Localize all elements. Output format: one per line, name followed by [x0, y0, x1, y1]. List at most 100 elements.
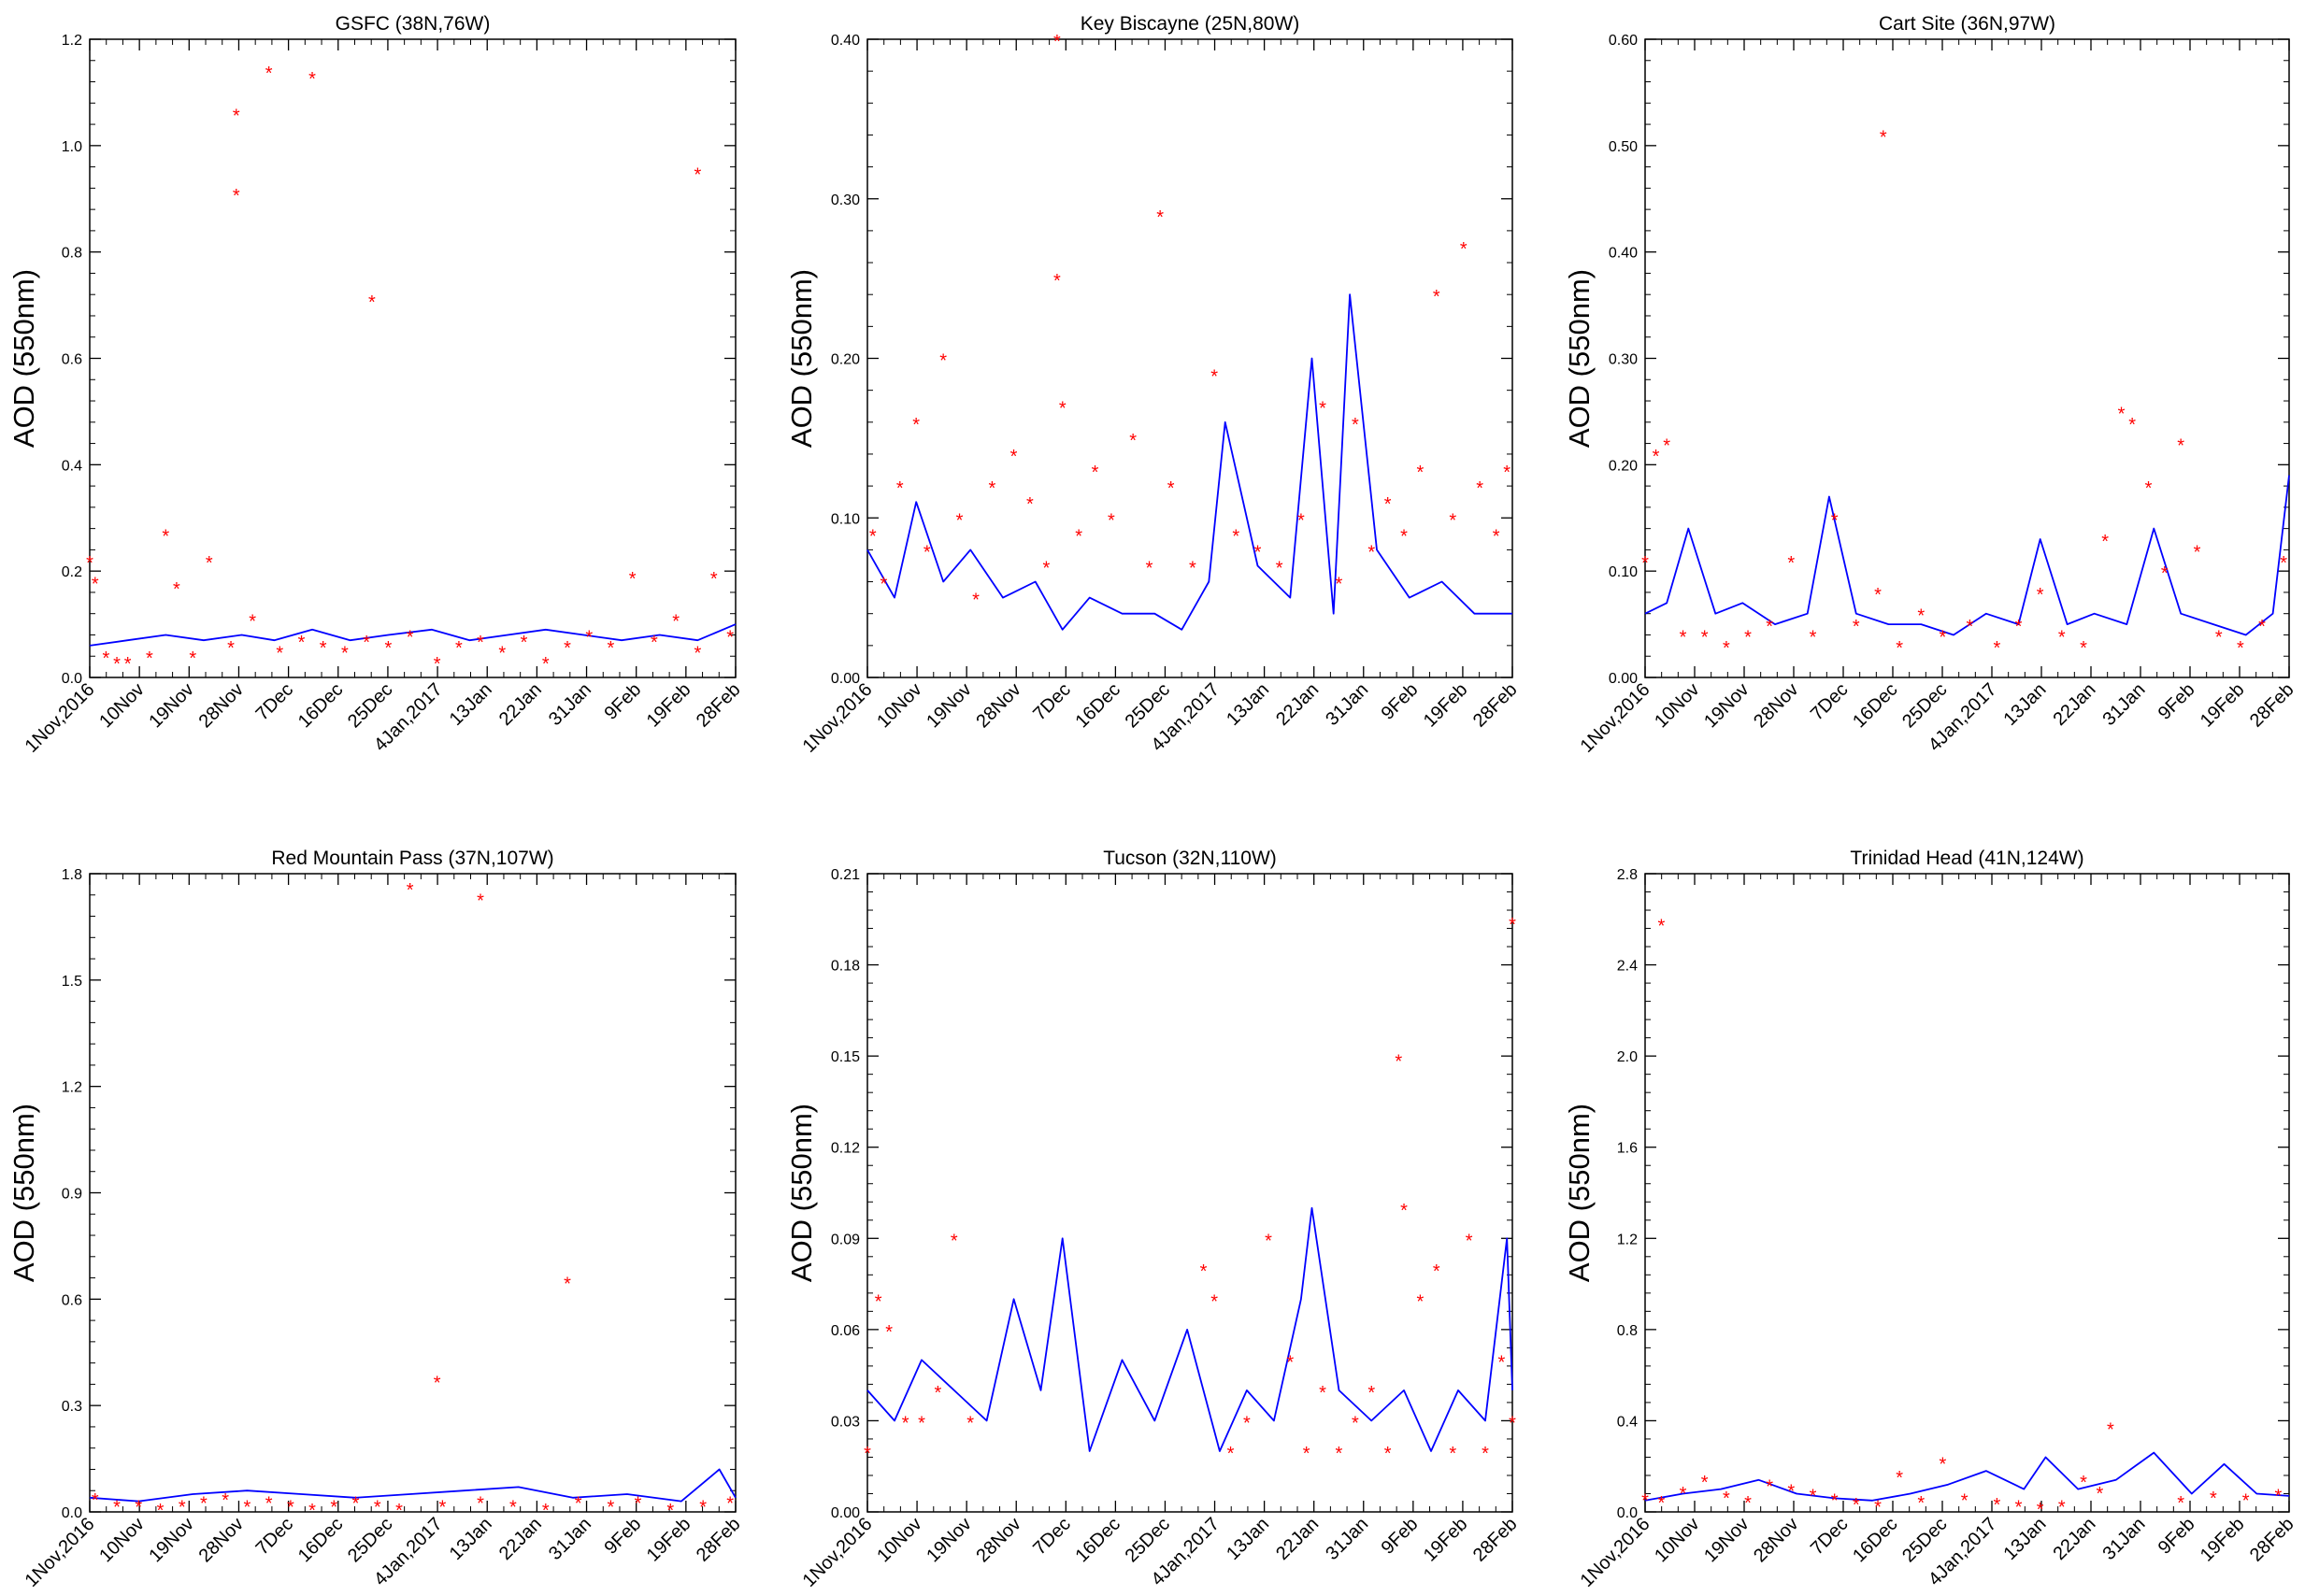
- y-tick-label: 0.20: [831, 352, 860, 368]
- y-tick-label: 1.5: [62, 974, 82, 990]
- x-tick-label: 19Feb: [2197, 1514, 2249, 1566]
- panel-red-mountain-pass: Red Mountain Pass (37N,107W) AOD (550nm) 0…: [7, 848, 745, 1591]
- observation-marker: *: [1940, 627, 1947, 648]
- observation-marker: *: [1896, 638, 1903, 659]
- observation-marker: *: [2177, 436, 2184, 457]
- panel-tucson: Tucson (32N,110W) AOD (550nm) 0.00 0.03 0.06…: [785, 848, 1522, 1591]
- plot-title: Tucson (32N,110W): [1103, 848, 1277, 869]
- observation-marker: *: [869, 526, 877, 547]
- plot-title: GSFC (38N,76W): [336, 13, 491, 35]
- observation-marker: *: [1498, 1352, 1506, 1373]
- observation-marker: *: [320, 638, 327, 659]
- x-tick-label: 19Nov: [145, 679, 197, 732]
- x-tick-label: 22Jan: [495, 1514, 546, 1564]
- observation-marker: *: [287, 1497, 294, 1518]
- observation-marker: *: [923, 542, 931, 563]
- observation-marker: *: [1966, 617, 1973, 637]
- model-aod-line: [89, 1468, 737, 1503]
- plot-frame: [866, 38, 1513, 678]
- observation-marker: *: [1657, 1493, 1665, 1514]
- observation-marker: *: [2242, 1490, 2250, 1511]
- observation-marker: *: [1493, 526, 1500, 547]
- x-tick-label: 13Jan: [1999, 1514, 2050, 1564]
- y-tick-label: 0.2: [62, 564, 82, 580]
- observation-marker: *: [477, 891, 484, 912]
- y-tick-label: 1.6: [1617, 1141, 1638, 1157]
- observation-marker: *: [276, 644, 283, 664]
- y-axis-label: AOD (550nm): [1563, 269, 1596, 448]
- observation-marker: *: [222, 1490, 229, 1511]
- x-tick-label: 28Nov: [195, 1514, 248, 1566]
- y-tick-label: 1.8: [62, 867, 82, 883]
- observation-marker: *: [694, 164, 701, 185]
- observation-marker: *: [243, 1497, 251, 1518]
- observation-marker: *: [1010, 447, 1018, 467]
- y-tick-label: 0.8: [1617, 1323, 1638, 1339]
- observation-marker: *: [233, 107, 240, 127]
- observation-marker: *: [2037, 1500, 2044, 1520]
- observation-marker: *: [1482, 1444, 1489, 1464]
- observation-marker: *: [608, 1497, 615, 1518]
- y-tick-label: 0.3: [62, 1399, 82, 1415]
- observation-marker: *: [477, 633, 484, 653]
- observation-marker: *: [672, 611, 680, 632]
- y-tick-label: 0.21: [831, 867, 860, 883]
- observation-marker: *: [363, 633, 370, 653]
- y-tick-label: 1.2: [1617, 1232, 1638, 1247]
- observation-marker: *: [710, 569, 718, 590]
- observation-marker: *: [1723, 638, 1730, 659]
- observation-marker: *: [1400, 526, 1408, 547]
- observation-marker: *: [1042, 558, 1050, 578]
- y-tick-label: 0.0: [1617, 1505, 1638, 1521]
- y-axis-label: AOD (550nm): [785, 1104, 818, 1282]
- observation-marker: *: [2215, 627, 2223, 648]
- observation-marker: *: [1993, 638, 2000, 659]
- y-tick-label: 0.6: [62, 1292, 82, 1308]
- observation-marker: *: [2177, 1493, 2184, 1514]
- observation-marker: *: [1243, 1413, 1251, 1433]
- x-tick-label: 13Jan: [446, 1514, 496, 1564]
- observation-marker: *: [694, 644, 701, 664]
- observation-marker: *: [1787, 1482, 1795, 1503]
- plot-frame: [89, 873, 737, 1513]
- x-tick-label: 19Feb: [643, 1514, 695, 1566]
- y-tick-label: 0.9: [62, 1187, 82, 1203]
- observation-marker: *: [2015, 617, 2023, 637]
- observation-marker: *: [509, 1497, 517, 1518]
- x-tick-label: 28Feb: [693, 1514, 745, 1566]
- observation-marker: *: [1680, 1484, 1687, 1504]
- y-tick-label: 1.0: [62, 139, 82, 155]
- observation-marker: *: [341, 644, 349, 664]
- x-tick-label: 7Dec: [1807, 1514, 1853, 1560]
- observation-marker: *: [92, 1490, 99, 1511]
- observation-marker: *: [92, 575, 99, 595]
- observation-marker: *: [308, 69, 316, 90]
- y-tick-label: 0.60: [1609, 33, 1638, 49]
- observation-marker: *: [146, 648, 153, 669]
- y-tick-label: 0.6: [62, 352, 82, 368]
- observation-marker: *: [896, 478, 904, 499]
- panel-cart-site: Cart Site (36N,97W) AOD (550nm) 0.00 0.10 0.…: [1563, 13, 2298, 757]
- plot-title: Red Mountain Pass (37N,107W): [271, 848, 553, 869]
- x-tick-label: 9Feb: [600, 1514, 645, 1559]
- y-tick-label: 0.12: [831, 1141, 860, 1157]
- y-tick-label: 0.40: [1609, 246, 1638, 262]
- observation-marker: *: [179, 1497, 186, 1518]
- observation-marker: *: [726, 1494, 734, 1515]
- observation-marker: *: [1476, 478, 1483, 499]
- x-tick-label: 22Jan: [1272, 1514, 1323, 1564]
- x-tick-label: 22Jan: [2049, 679, 2099, 730]
- observation-marker: *: [308, 1501, 316, 1521]
- x-tick-label: 16Dec: [294, 1514, 347, 1566]
- observation-marker: *: [1766, 617, 1773, 637]
- observation-marker: *: [1092, 463, 1099, 483]
- y-tick-label: 0.03: [831, 1414, 860, 1430]
- observation-marker: *: [407, 627, 414, 648]
- observation-marker: *: [113, 654, 121, 675]
- observation-marker: *: [1701, 627, 1709, 648]
- observation-marker: *: [939, 351, 947, 372]
- y-tick-label: 0.15: [831, 1049, 860, 1065]
- observation-marker: *: [988, 478, 995, 499]
- x-tick-label: 13Jan: [1223, 1514, 1273, 1564]
- y-axis-label: AOD (550nm): [7, 269, 40, 448]
